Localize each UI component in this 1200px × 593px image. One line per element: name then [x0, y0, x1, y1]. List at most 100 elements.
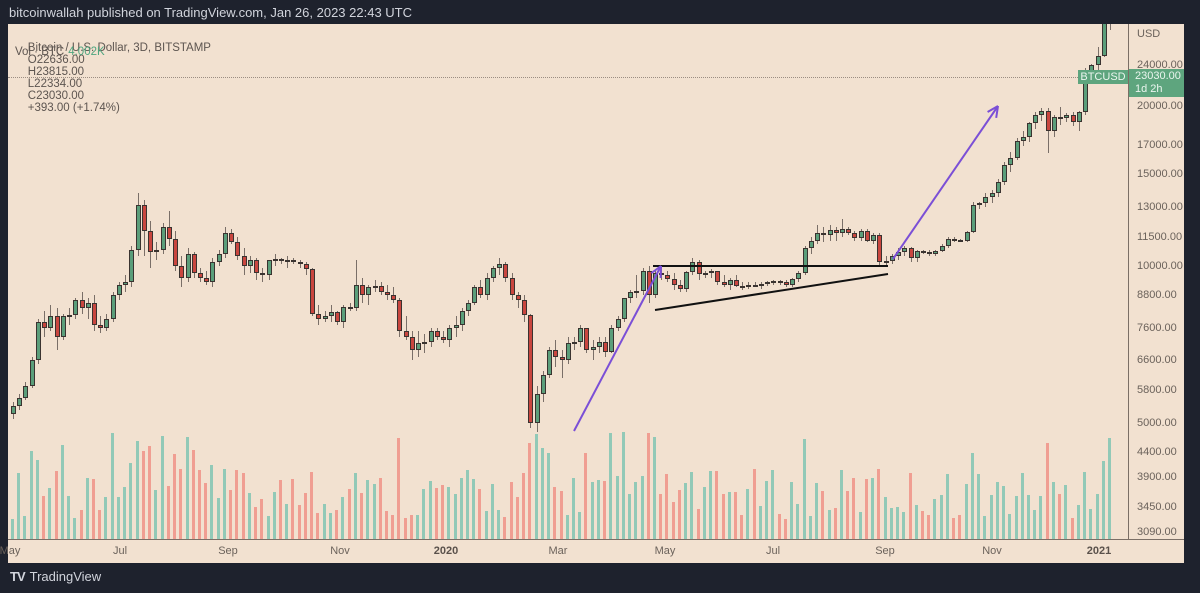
volume-bar [852, 478, 856, 539]
candle-body [1020, 136, 1026, 141]
symbol-name[interactable]: Bitcoin / U.S. Dollar, 3D, BITSTAMP [27, 42, 211, 54]
candle-body [921, 250, 926, 253]
candle-body [116, 284, 122, 295]
volume-bar [815, 482, 819, 539]
price-tick: 7600.00 [1137, 322, 1177, 334]
candle-body [609, 328, 615, 352]
volume-bar [933, 499, 937, 539]
volume-bar [11, 519, 14, 539]
candle-body [98, 325, 104, 328]
candle-body [833, 229, 839, 233]
symbol-tag: BTCUSD [1078, 70, 1128, 84]
candle-body [484, 277, 490, 295]
candle-body [983, 196, 989, 204]
volume-bar [1101, 460, 1105, 539]
volume-bar [927, 515, 931, 539]
volume-bar [497, 509, 501, 539]
plot-area[interactable] [8, 24, 1128, 539]
candle-body [746, 284, 752, 288]
candle-body [964, 231, 970, 241]
volume-bar [397, 438, 401, 539]
volume-bar [964, 483, 968, 539]
candle-body [266, 259, 272, 276]
candle-body [509, 277, 515, 295]
candle-body [596, 341, 602, 347]
candle-body [285, 259, 291, 262]
volume-bar [54, 470, 58, 539]
volume-bar [833, 507, 837, 539]
candle-body [671, 278, 677, 285]
volume-bar [104, 496, 108, 539]
chart-panel[interactable]: Bitcoin / U.S. Dollar, 3D, BITSTAMP O226… [0, 24, 1185, 564]
price-axis[interactable]: USD 24000.00 20000.00 17000.00 15000.00 1300… [1128, 24, 1185, 539]
candle-body [989, 193, 995, 197]
volume-bar [459, 477, 463, 539]
volume-label[interactable]: Vol · BTC [15, 46, 65, 58]
volume-bar [522, 473, 526, 539]
candle-body [197, 272, 203, 278]
candle-body [166, 226, 172, 239]
volume-bar [154, 489, 158, 539]
volume-bar [1089, 509, 1093, 539]
candle-body [883, 260, 889, 263]
candle-body [939, 246, 945, 251]
volume-legend: Vol · BTC 4.002K [15, 46, 105, 58]
currency-label: USD [1137, 28, 1161, 40]
volume-bar [73, 517, 77, 539]
candle-body [416, 343, 422, 350]
candle-wick [561, 349, 563, 379]
candle-body [335, 312, 341, 323]
volume-bar [908, 473, 912, 539]
price-tick: 5000.00 [1137, 417, 1177, 429]
volume-bar [260, 498, 264, 539]
candle-body [328, 312, 334, 317]
candle-body [35, 322, 41, 360]
candle-body [1058, 117, 1064, 120]
volume-bar [1039, 496, 1043, 539]
last-price-label: 23030.00 1d 2h [1129, 69, 1184, 97]
candle-body [970, 205, 976, 232]
volume-bar [827, 509, 831, 539]
volume-bar [1045, 442, 1049, 539]
candle-body [503, 263, 509, 278]
candle-body [1002, 164, 1008, 182]
candle-body [453, 325, 459, 328]
drawings-layer [573, 105, 999, 432]
volume-bar [360, 492, 364, 539]
volume-bar [322, 503, 326, 539]
volume-bar [777, 513, 781, 539]
volume-bar [621, 431, 625, 539]
candle-body [17, 397, 23, 406]
volume-bar [42, 496, 46, 539]
volume-bar [540, 447, 544, 539]
last-price-line [8, 77, 1128, 78]
volume-bar [534, 433, 538, 539]
volume-bar [740, 514, 744, 539]
time-axis[interactable]: May Jul Sep Nov 2020 Mar May Jul Sep Nov 2021 [0, 539, 1184, 564]
volume-bar [303, 493, 307, 539]
candle-body [758, 283, 764, 287]
candle-body [995, 181, 1001, 194]
price-tick: 13000.00 [1137, 201, 1183, 213]
volume-bar [1058, 493, 1062, 539]
candle-body [497, 263, 503, 269]
candle-body [871, 234, 877, 241]
volume-bar [715, 470, 719, 539]
volume-bar [603, 481, 607, 539]
publish-info: bitcoinwallah published on TradingView.c… [9, 5, 413, 20]
price-tick: 8800.00 [1137, 289, 1177, 301]
volume-bar [372, 484, 376, 539]
candle-body [247, 259, 253, 266]
volume-bar [846, 490, 850, 539]
volume-bar [995, 481, 999, 539]
candle-body [322, 316, 328, 320]
candle-body [422, 341, 428, 344]
candle-body [360, 284, 366, 295]
volume-bar [291, 479, 295, 539]
candle-body [1070, 115, 1076, 123]
tradingview-brand[interactable]: TV TradingView [10, 569, 101, 584]
price-tick: 24000.00 [1137, 59, 1183, 71]
volume-bar [229, 490, 233, 539]
volume-bar [970, 452, 974, 539]
candle-body [559, 356, 565, 360]
